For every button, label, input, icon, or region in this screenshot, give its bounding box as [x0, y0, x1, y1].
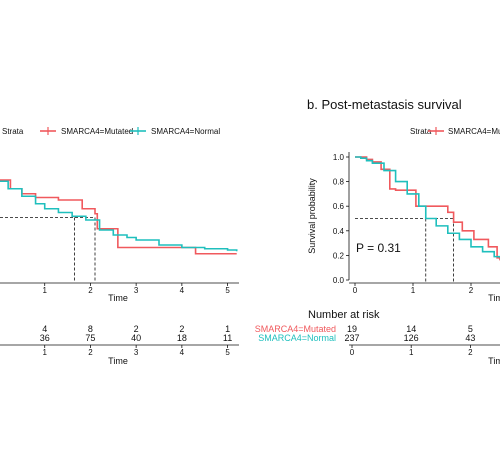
- left-legend-strata: Strata: [2, 127, 24, 136]
- left-risk-normal-count: 40: [131, 333, 141, 343]
- left-legend: Strata SMARCA4=Mutated SMARCA4=Normal: [2, 127, 220, 136]
- right-y-tick-label: 0.8: [333, 178, 345, 187]
- right-risk-title: Number at risk: [308, 309, 380, 321]
- left-x-label: Time: [108, 293, 128, 303]
- left-risk-mutated-count: 8: [88, 324, 93, 334]
- left-median-lines: [0, 217, 96, 282]
- left-x-tick-label: 4: [180, 286, 185, 295]
- left-curve-mutated: [0, 179, 237, 255]
- right-y-tick-label: 0.0: [333, 276, 345, 285]
- right-x-tick-label: 0: [353, 286, 358, 295]
- right-y-label: Survival probability: [307, 178, 317, 254]
- right-risk-mutated-count: 19: [347, 324, 357, 334]
- right-y-tick-label: 0.4: [333, 227, 345, 236]
- right-risk-normal-count: 237: [344, 333, 359, 343]
- left-x-ticks: 1 2 3 4 5: [42, 283, 230, 295]
- right-panel: b. Post-metastasis survival Strata SMARC…: [255, 97, 500, 366]
- right-x-tick-label: 2: [469, 286, 474, 295]
- right-legend-mutated-label: SMARCA4=Mutate: [448, 127, 500, 136]
- left-x-tick-label: 3: [134, 286, 139, 295]
- right-x-label: Time: [488, 293, 500, 303]
- left-legend-mutated-label: SMARCA4=Mutated: [61, 127, 133, 136]
- left-risk-tick-label: 3: [134, 348, 139, 357]
- left-risk-mutated-count: 2: [134, 324, 139, 334]
- right-panel-title: b. Post-metastasis survival: [307, 97, 462, 112]
- right-risk-label-mutated: SMARCA4=Mutated: [255, 324, 336, 334]
- right-y-tick-label: 0.2: [333, 251, 345, 260]
- right-risk-normal-count: 126: [404, 333, 419, 343]
- right-x-ticks: 0 1 2: [353, 283, 474, 295]
- left-panel-title: l: [0, 97, 1, 112]
- left-risk-ticks: 1 2 3 4 5: [42, 345, 230, 357]
- right-risk-mutated-count: 5: [468, 324, 473, 334]
- right-risk-tick-label: 2: [468, 348, 473, 357]
- right-risk-tick-label: 1: [409, 348, 414, 357]
- right-y-tick-label: 0.6: [333, 202, 345, 211]
- left-risk-x-label: Time: [108, 356, 128, 366]
- left-x-tick-label: 5: [225, 286, 230, 295]
- right-risk-normal-count: 43: [465, 333, 475, 343]
- right-x-tick-label: 1: [411, 286, 416, 295]
- left-x-tick-label: 2: [88, 286, 93, 295]
- left-panel: l Strata SMARCA4=Mutated SMARCA4=Normal …: [0, 97, 239, 366]
- right-legend-strata: Strata: [410, 127, 432, 136]
- left-risk-mutated-count: 1: [225, 324, 230, 334]
- right-risk-tick-label: 0: [350, 348, 355, 357]
- left-risk-normal-count: 11: [223, 333, 232, 343]
- left-risk-tick-label: 1: [42, 348, 47, 357]
- left-legend-normal-label: SMARCA4=Normal: [151, 127, 220, 136]
- left-risk-normal-count: 36: [40, 333, 50, 343]
- left-risk-normal-count: 18: [177, 333, 187, 343]
- left-risk-mutated-count: 4: [42, 324, 47, 334]
- right-risk-x-label: Time: [488, 356, 500, 366]
- right-risk-ticks: 0 1 2: [350, 345, 473, 357]
- right-y-tick-label: 1.0: [333, 153, 345, 162]
- right-curve-normal: [355, 156, 500, 258]
- left-risk-tick-label: 4: [180, 348, 185, 357]
- left-curve-normal: [0, 180, 238, 252]
- right-legend: Strata SMARCA4=Mutate: [410, 127, 500, 136]
- right-y-ticks: 0.0 0.2 0.4 0.6 0.8 1.0: [333, 153, 349, 285]
- right-median-lines: [355, 218, 455, 282]
- right-p-value: P = 0.31: [356, 241, 401, 255]
- right-risk-label-normal: SMARCA4=Normal: [258, 333, 336, 343]
- right-curves: [355, 156, 500, 261]
- left-curves: [0, 179, 238, 255]
- left-x-tick-label: 1: [42, 286, 47, 295]
- left-risk-mutated-count: 2: [179, 324, 184, 334]
- left-risk-normal-count: 75: [85, 333, 95, 343]
- left-risk-tick-label: 5: [225, 348, 230, 357]
- left-risk-tick-label: 2: [88, 348, 93, 357]
- right-risk-mutated-count: 14: [406, 324, 416, 334]
